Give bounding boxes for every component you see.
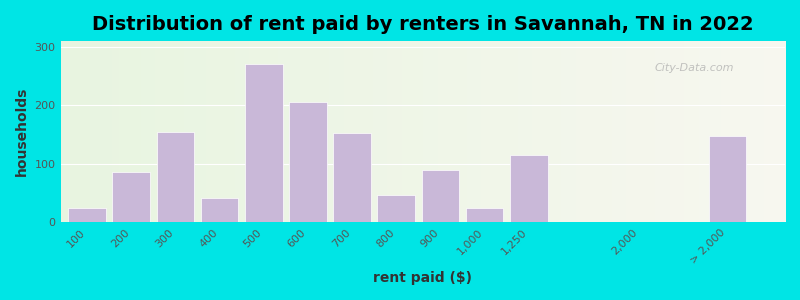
- Text: City-Data.com: City-Data.com: [654, 63, 734, 73]
- Bar: [466, 208, 503, 222]
- Bar: [510, 155, 547, 222]
- Bar: [157, 132, 194, 222]
- Bar: [113, 172, 150, 222]
- Bar: [245, 64, 282, 222]
- Bar: [378, 195, 415, 222]
- Bar: [709, 136, 746, 222]
- Bar: [201, 198, 238, 222]
- Bar: [422, 169, 459, 222]
- Bar: [289, 102, 326, 222]
- Bar: [68, 208, 106, 222]
- Y-axis label: households: households: [15, 87, 29, 176]
- X-axis label: rent paid ($): rent paid ($): [374, 271, 472, 285]
- Bar: [334, 134, 371, 222]
- Title: Distribution of rent paid by renters in Savannah, TN in 2022: Distribution of rent paid by renters in …: [92, 15, 754, 34]
